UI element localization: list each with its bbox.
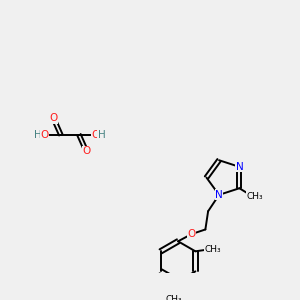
Text: H: H (34, 130, 42, 140)
Text: CH₃: CH₃ (204, 245, 221, 254)
Text: H: H (98, 130, 106, 140)
Text: O: O (50, 113, 58, 123)
Text: CH₃: CH₃ (165, 295, 182, 300)
Text: O: O (188, 229, 196, 239)
Text: CH₃: CH₃ (247, 192, 263, 201)
Text: O: O (82, 146, 90, 156)
Text: N: N (236, 162, 243, 172)
Text: O: O (40, 130, 49, 140)
Text: N: N (215, 190, 223, 200)
Text: O: O (91, 130, 100, 140)
